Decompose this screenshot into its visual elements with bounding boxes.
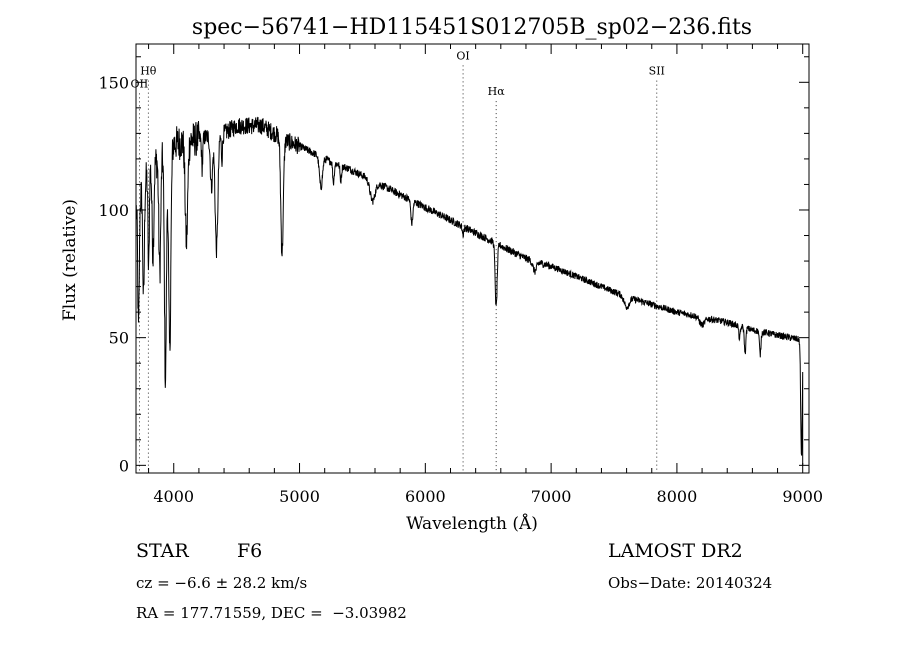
line-marker-label: Hα [488, 85, 506, 98]
line-marker-label: OI [456, 49, 469, 62]
x-tick-label: 8000 [657, 487, 698, 506]
x-tick-label: 6000 [405, 487, 446, 506]
spectral-subclass: F6 [237, 540, 263, 562]
y-tick-label: 0 [119, 456, 129, 475]
y-tick-label: 50 [109, 329, 129, 348]
spectrum-line [135, 116, 804, 466]
x-tick-label: 7000 [531, 487, 572, 506]
redshift-velocity: cz = −6.6 ± 28.2 km/s [136, 574, 308, 592]
coordinates: RA = 177.71559, DEC = −3.03982 [136, 604, 407, 622]
line-marker-label: SII [649, 65, 665, 78]
y-axis-label: Flux (relative) [60, 199, 80, 321]
spectral-class: STAR [136, 540, 189, 562]
observation-date: Obs−Date: 20140324 [608, 574, 773, 592]
chart-title: spec−56741−HD115451S012705B_sp02−236.fit… [192, 15, 752, 40]
survey-name: LAMOST DR2 [608, 540, 743, 562]
y-tick-label: 100 [98, 201, 129, 220]
plot-frame [135, 43, 810, 474]
y-tick-label: 150 [98, 73, 129, 92]
line-marker-label: Hθ [140, 65, 157, 78]
x-tick-label: 4000 [153, 487, 194, 506]
line-marker-label: OII [131, 77, 149, 90]
x-tick-label: 5000 [279, 487, 320, 506]
x-axis-label: Wavelength (Å) [406, 513, 538, 534]
x-tick-label: 9000 [782, 487, 823, 506]
